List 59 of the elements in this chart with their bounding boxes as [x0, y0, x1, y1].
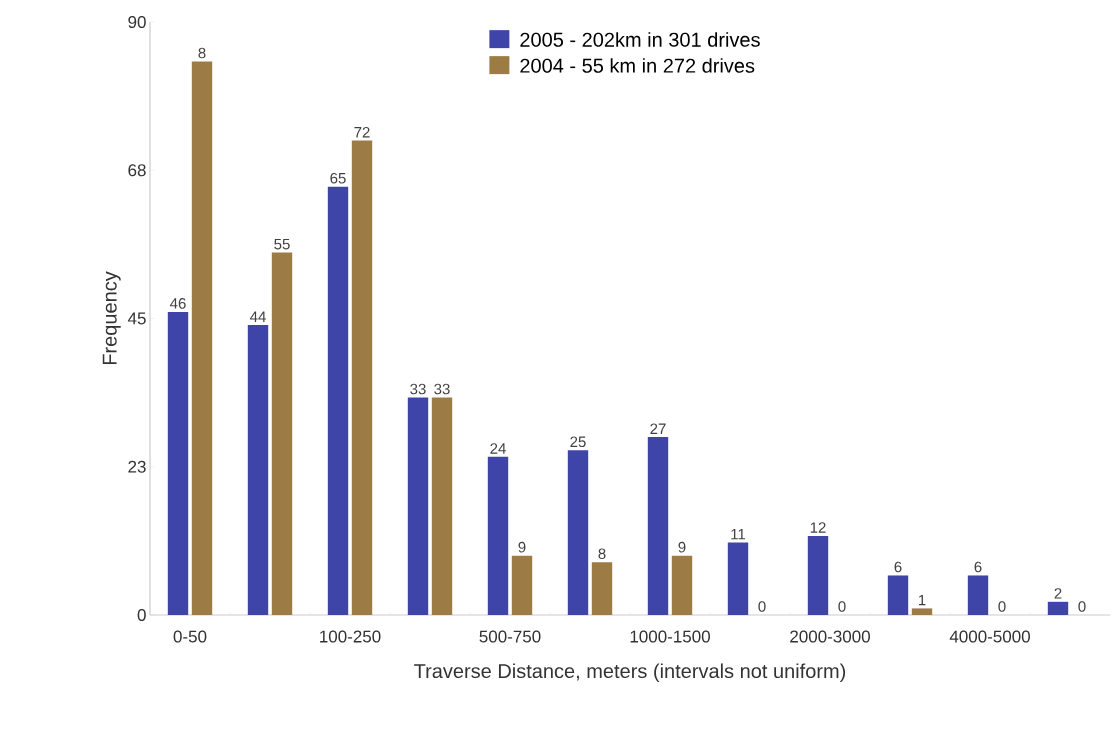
bar: [647, 437, 669, 615]
bar: [351, 140, 373, 615]
x-tick-label: 2000-3000: [790, 630, 870, 643]
bar: [887, 575, 909, 615]
legend-label: 2004 - 55 km in 272 drives: [520, 58, 755, 73]
bar: [807, 535, 829, 615]
y-tick-label: 23: [128, 460, 146, 473]
bar: [911, 608, 933, 615]
data-label: 9: [518, 541, 526, 553]
bar: [271, 252, 293, 615]
bar: [511, 555, 533, 615]
data-label: 9: [678, 541, 686, 553]
bar: [327, 186, 349, 615]
data-label: 0: [1078, 601, 1086, 612]
data-label: 0: [758, 601, 766, 612]
data-label: 24: [490, 443, 506, 454]
y-tick-label: 68: [128, 164, 146, 177]
data-label: 0: [998, 601, 1006, 612]
data-label: 55: [274, 238, 290, 250]
bar: [591, 562, 613, 615]
data-label: 6: [894, 561, 902, 573]
y-axis-title: Frequency: [102, 271, 121, 365]
bar: [407, 397, 429, 615]
data-label: 0: [838, 601, 846, 612]
x-axis-title: Traverse Distance, meters (intervals not uniform): [414, 663, 846, 683]
data-label: 1: [918, 594, 926, 606]
legend-label: 2005 - 202km in 301 drives: [520, 32, 760, 47]
data-label: 33: [434, 383, 450, 395]
bar: [967, 575, 989, 615]
y-tick-label: 45: [127, 312, 146, 325]
x-tick-label: 4000-5000: [949, 630, 1030, 643]
x-tick-label: 0-50: [173, 630, 207, 643]
data-label: 44: [250, 311, 266, 322]
data-label: 27: [650, 423, 666, 434]
data-label: 6: [974, 561, 982, 573]
data-label: 46: [170, 298, 186, 309]
annotation: 8: [198, 47, 206, 59]
y-tick-label: 0: [137, 608, 146, 622]
x-tick-label: 1000-1500: [630, 630, 710, 643]
data-label: 25: [570, 436, 586, 448]
data-label: 2: [1054, 588, 1062, 599]
y-tick-label: 90: [128, 15, 146, 29]
bar: [167, 311, 189, 615]
data-label: 8: [598, 548, 606, 560]
x-tick-label: 100-250: [320, 630, 381, 643]
bar: [431, 397, 453, 615]
data-label: 12: [810, 522, 826, 533]
data-label: 11: [731, 528, 746, 540]
bar: [671, 555, 693, 615]
bar: [1047, 601, 1069, 615]
bar: [247, 325, 269, 615]
data-label: 65: [330, 172, 346, 184]
data-label: 33: [410, 383, 426, 395]
bar: [727, 542, 749, 615]
x-tick-label: 500-750: [479, 630, 541, 643]
bar: [487, 456, 509, 615]
bar: [567, 450, 589, 615]
data-label: 72: [354, 126, 370, 138]
bar: [191, 61, 213, 615]
